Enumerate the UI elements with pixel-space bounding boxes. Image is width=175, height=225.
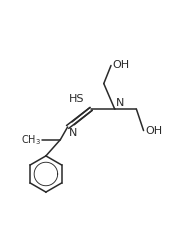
Text: N: N	[68, 128, 77, 138]
Text: OH: OH	[113, 60, 130, 70]
Text: N: N	[116, 98, 124, 108]
Text: OH: OH	[145, 126, 163, 137]
Text: CH$_3$: CH$_3$	[21, 133, 41, 146]
Text: HS: HS	[69, 94, 85, 104]
